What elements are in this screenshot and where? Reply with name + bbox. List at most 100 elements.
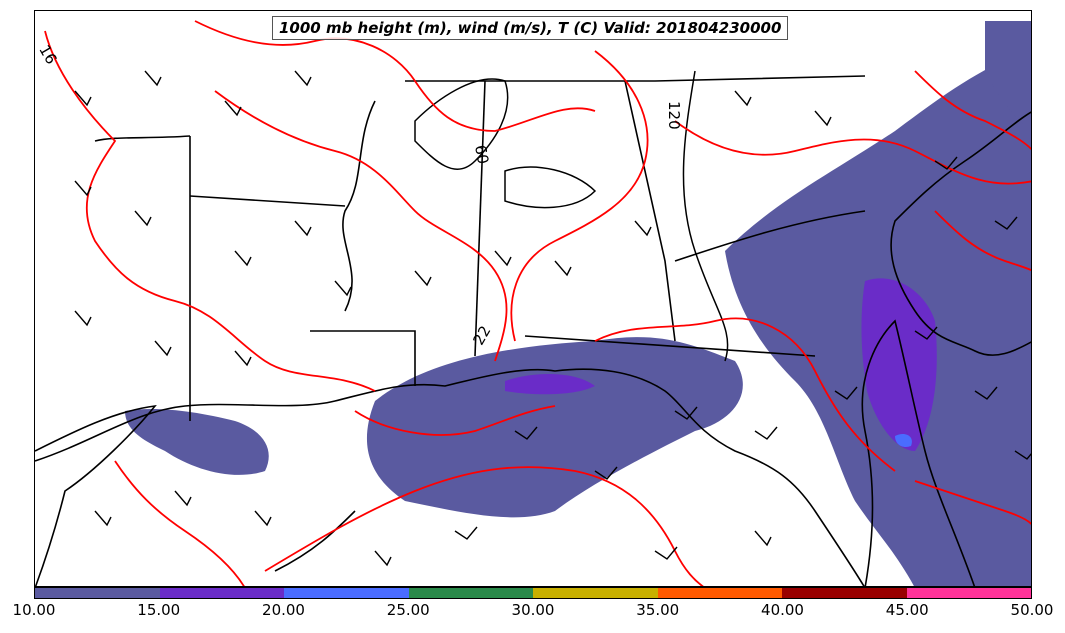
wind-barb — [94, 510, 112, 527]
shaded-regions-top — [895, 434, 912, 447]
coastline-east — [890, 111, 1031, 356]
colorbar-tick: 40.00 — [761, 601, 804, 619]
wind-barb — [514, 426, 538, 440]
colorbar-segment-8 — [906, 588, 1031, 598]
temp-contour-c — [510, 50, 649, 342]
colorbar-segment-7 — [782, 588, 907, 598]
wind-barb — [74, 180, 92, 197]
shaded-regions-high — [505, 278, 937, 451]
state-line-8 — [674, 210, 866, 262]
wind-barb — [454, 526, 478, 540]
coastline-gulf — [35, 368, 865, 586]
colorbar-tick: 50.00 — [1010, 601, 1054, 619]
temp-contour-16 — [44, 30, 376, 392]
wind-barb — [174, 490, 192, 507]
colorbar-tick: 35.00 — [636, 601, 680, 619]
colorbar-tick: 45.00 — [885, 601, 929, 619]
wind-barb — [994, 216, 1018, 230]
wind-barb — [74, 310, 92, 327]
state-line-4 — [405, 75, 866, 82]
wind-barb — [144, 70, 162, 87]
temp-contour-e — [594, 317, 896, 472]
wind-barb — [594, 466, 618, 480]
florida-coast — [861, 319, 976, 586]
colorbar-ticks: 10.00 15.00 20.00 25.00 30.00 35.00 40.0… — [0, 601, 1065, 625]
colorbar-segment-5 — [533, 588, 658, 598]
temp-contour-g — [114, 460, 245, 586]
wind-barb — [374, 550, 392, 567]
wind-barb — [234, 350, 252, 367]
map-title: 1000 mb height (m), wind (m/s), T (C) Va… — [272, 16, 789, 40]
colorbar-segment-2 — [159, 588, 284, 598]
wind-barb — [254, 510, 272, 527]
wind-barb — [814, 110, 832, 127]
height-contour-loop — [504, 166, 597, 209]
wind-barb — [834, 386, 858, 400]
colorbar-tick: 20.00 — [262, 601, 305, 619]
wind-barb — [934, 156, 958, 170]
wind-barb — [334, 280, 352, 297]
colorbar-segment-1 — [35, 588, 160, 598]
wind-barb — [224, 100, 242, 117]
state-line-3 — [310, 330, 416, 386]
temp-contour-j — [914, 480, 1031, 525]
wind-barb — [554, 260, 572, 277]
wind-barb — [1014, 450, 1031, 460]
shaded-region-fl — [861, 278, 937, 451]
wind-barb — [974, 386, 998, 400]
shaded-region-gulf-strip — [505, 374, 595, 395]
map-panel: 16 60 120 22 — [34, 10, 1032, 587]
wind-barb — [234, 250, 252, 267]
wind-barb — [494, 250, 512, 267]
colorbar-segment-4 — [408, 588, 533, 598]
temp-contour-h — [914, 70, 1031, 151]
temp-contour-b — [214, 90, 508, 362]
temp-contour-k — [354, 405, 556, 436]
temp-contour-label-22: 22 — [469, 323, 494, 349]
shaded-region-texas — [125, 409, 269, 475]
state-line-9 — [94, 135, 191, 142]
height-contour-label-120: 120 — [665, 101, 683, 130]
shaded-region-ne — [985, 21, 1031, 130]
colorbar-segment-3 — [284, 588, 409, 598]
colorbar-tick: 15.00 — [137, 601, 181, 619]
height-contours — [414, 70, 729, 362]
wind-barb — [154, 340, 172, 357]
temp-contour-f — [264, 466, 704, 586]
colorbar — [34, 587, 1032, 599]
wind-barb — [74, 90, 92, 107]
height-contour-120 — [682, 70, 729, 362]
river-1 — [342, 100, 376, 312]
wind-barb — [134, 210, 152, 227]
state-line-10 — [274, 510, 356, 572]
boundaries — [35, 75, 1031, 586]
temp-contour-i — [934, 210, 1031, 271]
coastline-tx — [35, 404, 157, 586]
height-contour-label-60: 60 — [471, 144, 492, 166]
height-contour-60 — [414, 78, 509, 171]
wind-barb — [754, 426, 778, 440]
state-line-5 — [474, 80, 486, 357]
colorbar-tick: 30.00 — [511, 601, 555, 619]
colorbar-segment-6 — [657, 588, 782, 598]
shaded-region-small — [895, 434, 912, 447]
wind-barb — [754, 530, 772, 547]
wind-barb — [294, 220, 312, 237]
state-line-2 — [189, 195, 346, 207]
wind-barb — [734, 90, 752, 107]
state-line-7 — [524, 335, 816, 357]
state-line-6 — [624, 80, 676, 342]
wind-barb — [654, 546, 678, 560]
colorbar-tick: 10.00 — [12, 601, 56, 619]
wind-barb — [294, 70, 312, 87]
temp-contour-d — [674, 120, 1031, 185]
temperature-contours — [44, 20, 1031, 586]
wind-barb — [674, 406, 698, 420]
shaded-region-gulf — [366, 337, 743, 518]
wind-barbs — [74, 70, 1031, 567]
wind-barb — [634, 220, 652, 237]
weather-map: 16 60 120 22 — [35, 20, 1031, 586]
colorbar-tick: 25.00 — [386, 601, 430, 619]
wind-barb — [414, 270, 432, 287]
wind-barb — [914, 326, 938, 340]
